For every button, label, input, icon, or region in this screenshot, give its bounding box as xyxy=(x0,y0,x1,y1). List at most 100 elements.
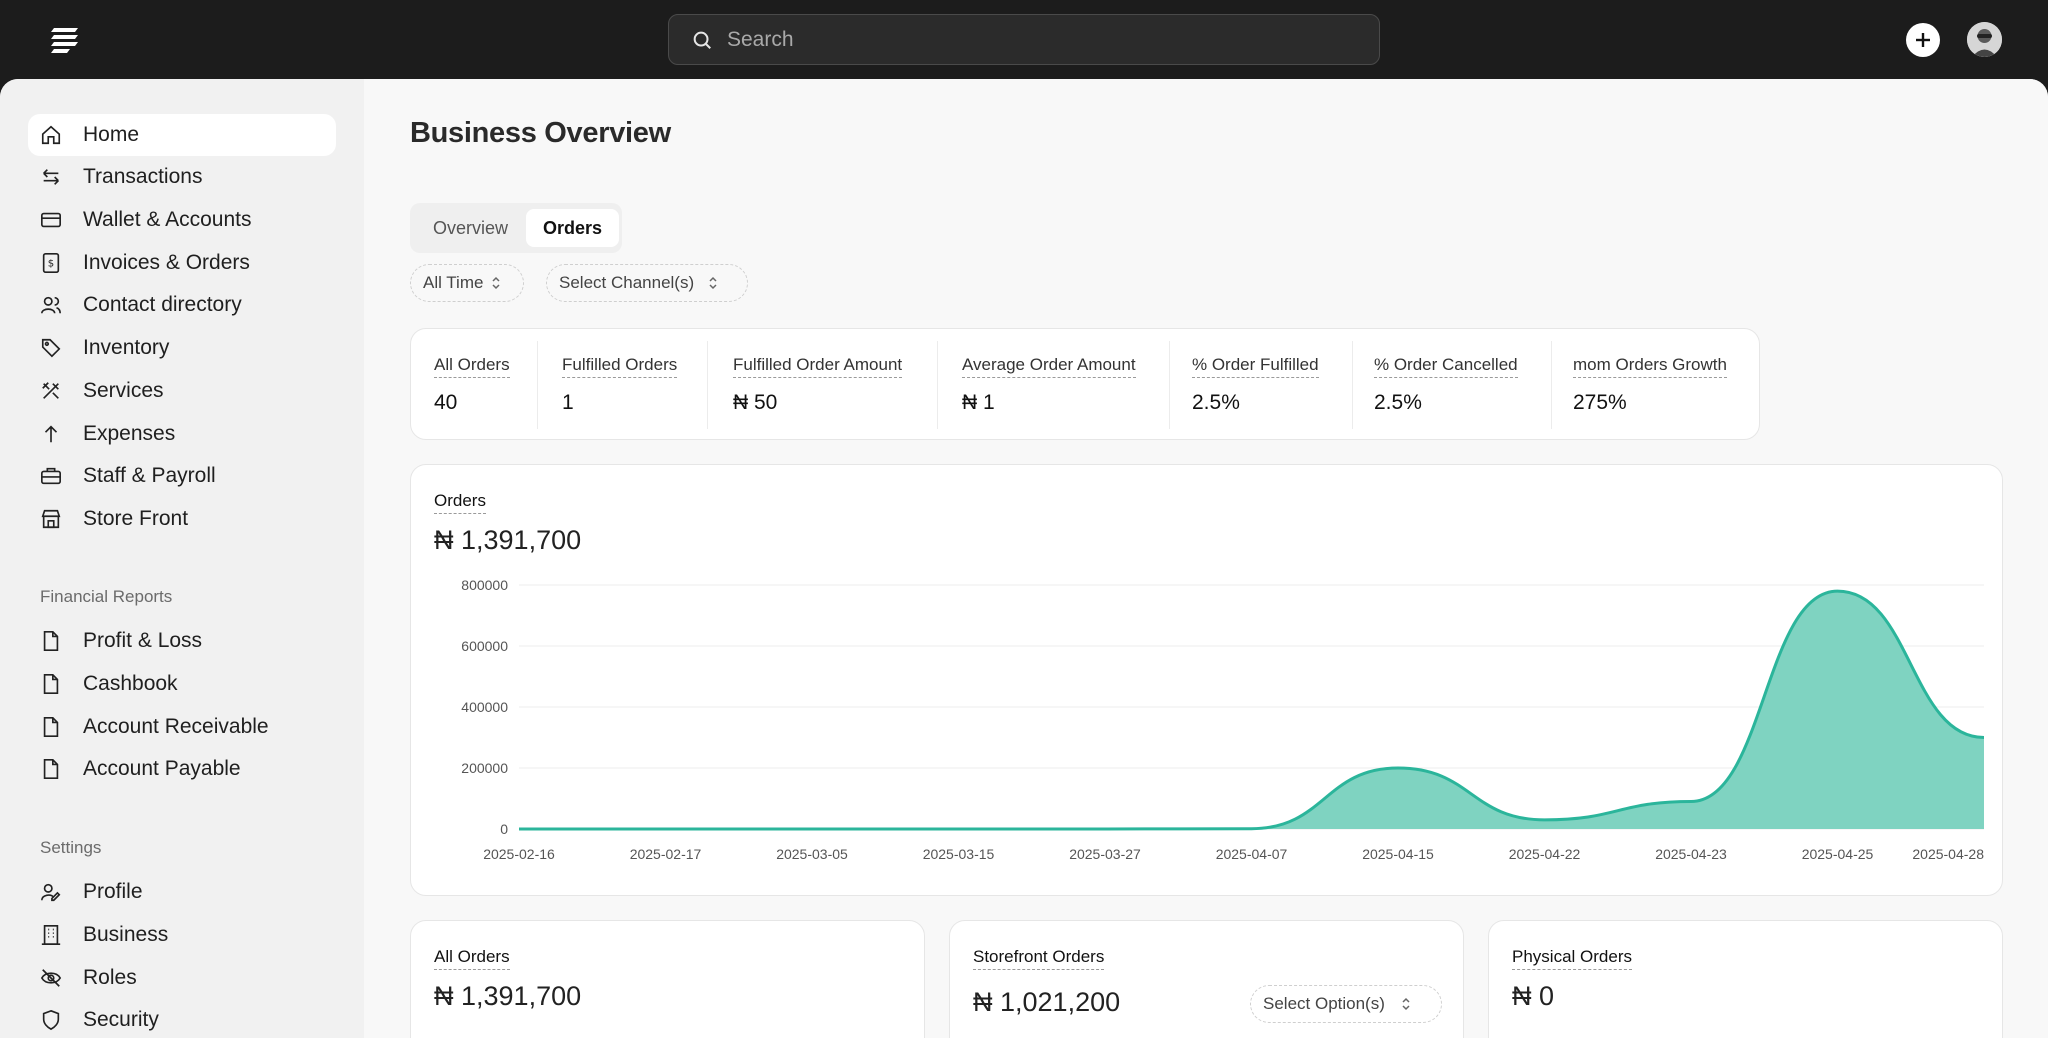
sidebar-item-services[interactable]: Services xyxy=(28,370,336,412)
orders-area-fill xyxy=(519,591,1984,829)
sidebar-item-roles[interactable]: Roles xyxy=(28,957,336,999)
arrows-icon xyxy=(39,165,63,189)
y-tick-label: 600000 xyxy=(461,638,508,654)
x-tick-label: 2025-03-05 xyxy=(776,846,848,862)
sidebar-item-label: Contact directory xyxy=(83,293,242,316)
time-filter-select[interactable]: All Time xyxy=(410,264,524,302)
sidebar-item-cashbook[interactable]: Cashbook xyxy=(28,663,336,705)
sidebar-item-expenses[interactable]: Expenses xyxy=(28,413,336,455)
x-tick-label: 2025-04-15 xyxy=(1362,846,1434,862)
sidebar-item-transactions[interactable]: Transactions xyxy=(28,156,336,198)
sidebar-item-home[interactable]: Home xyxy=(28,114,336,156)
channel-filter-select[interactable]: Select Channel(s) xyxy=(546,264,748,302)
stat-value: 40 xyxy=(434,391,458,414)
x-tick-label: 2025-02-17 xyxy=(630,846,702,862)
orders-chart-title: Orders xyxy=(434,491,486,514)
chevron-updown-icon xyxy=(709,276,717,290)
sidebar-item-label: Business xyxy=(83,923,169,946)
sidebar-item-label: Inventory xyxy=(83,336,170,359)
sidebar-item-profile[interactable]: Profile xyxy=(28,871,336,913)
sidebar-item-label: Account Receivable xyxy=(83,715,269,738)
file-icon xyxy=(39,629,63,653)
sidebar-item-label: Store Front xyxy=(83,507,189,530)
sidebar-item-label: Transactions xyxy=(83,165,203,188)
card-total: ₦ 1,391,700 xyxy=(434,981,582,1011)
sidebar-item-label: Roles xyxy=(83,966,137,989)
orders-series-line xyxy=(519,589,1985,831)
tag-icon xyxy=(39,336,63,360)
file-icon xyxy=(39,672,63,696)
sidebar-item-label: Cashbook xyxy=(83,672,178,695)
divider xyxy=(1169,341,1170,429)
eye-off-icon xyxy=(39,966,63,990)
sidebar-item-profit-loss[interactable]: Profit & Loss xyxy=(28,620,336,662)
shield-icon xyxy=(39,1008,63,1032)
sidebar-item-label: Staff & Payroll xyxy=(83,464,216,487)
stat-label: % Order Fulfilled xyxy=(1192,355,1319,378)
card-title: Storefront Orders xyxy=(973,947,1105,970)
x-tick-label: 2025-03-27 xyxy=(1069,846,1141,862)
card-icon xyxy=(39,208,63,232)
card-title: All Orders xyxy=(434,947,510,970)
stats-card: All Orders 40 Fulfilled Orders 1 Fulfill… xyxy=(410,328,1760,440)
storefront-orders-card: Storefront Orders ₦ 1,021,200 Select Opt… xyxy=(949,920,1464,1038)
sidebar-item-label: Profile xyxy=(83,880,143,903)
sidebar-item-wallet[interactable]: Wallet & Accounts xyxy=(28,199,336,241)
sidebar-item-account-payable[interactable]: Account Payable xyxy=(28,748,336,790)
card-title: Physical Orders xyxy=(1512,947,1632,970)
sidebar-item-label: Account Payable xyxy=(83,757,241,780)
file-icon xyxy=(39,715,63,739)
arrow-up-icon xyxy=(39,422,63,446)
file-icon xyxy=(39,757,63,781)
divider xyxy=(937,341,938,429)
svg-text:$: $ xyxy=(48,259,54,270)
search-input[interactable] xyxy=(727,27,1327,52)
sidebar-item-invoices[interactable]: $ Invoices & Orders xyxy=(28,242,336,284)
stat-value: 1 xyxy=(562,391,574,414)
plus-icon xyxy=(1916,33,1930,47)
card-total: ₦ 0 xyxy=(1512,981,1555,1011)
x-tick-label: 2025-02-16 xyxy=(483,846,555,862)
stat-label: Fulfilled Orders xyxy=(562,355,678,378)
orders-chart-card: Orders ₦ 1,391,700 0 200000 400000 600000 80… xyxy=(410,464,2003,896)
stat-label: Average Order Amount xyxy=(962,355,1136,378)
main-content: Business Overview Overview Orders All Ti… xyxy=(364,79,2048,1038)
avatar[interactable] xyxy=(1967,22,2002,57)
sidebar-item-account-receivable[interactable]: Account Receivable xyxy=(28,706,336,748)
chevron-updown-icon xyxy=(1402,997,1410,1011)
search-bar[interactable] xyxy=(668,14,1380,65)
search-icon xyxy=(693,31,711,49)
sidebar-item-staff[interactable]: Staff & Payroll xyxy=(28,455,336,497)
sidebar-item-inventory[interactable]: Inventory xyxy=(28,327,336,369)
sidebar-item-label: Expenses xyxy=(83,422,176,445)
sidebar-item-business[interactable]: Business xyxy=(28,914,336,956)
sidebar-item-storefront[interactable]: Store Front xyxy=(28,498,336,540)
building-icon xyxy=(39,923,63,947)
stat-value: 2.5% xyxy=(1192,391,1240,414)
x-tick-label: 2025-03-15 xyxy=(923,846,995,862)
storefront-option-select[interactable]: Select Option(s) xyxy=(1250,985,1442,1023)
stat-label: All Orders xyxy=(434,355,510,378)
tab-orders[interactable]: Orders xyxy=(526,209,620,247)
sidebar-item-label: Services xyxy=(83,379,164,402)
sidebar-item-security[interactable]: Security xyxy=(28,999,336,1038)
add-button[interactable] xyxy=(1906,23,1940,57)
app-shell: Home Transactions Wallet & Accounts $ In… xyxy=(0,79,2048,1038)
stat-value: 2.5% xyxy=(1374,391,1422,414)
storefront-option-value: Select Option(s) xyxy=(1263,994,1385,1013)
y-tick-label: 800000 xyxy=(461,577,508,593)
physical-orders-card: Physical Orders ₦ 0 xyxy=(1488,920,2003,1038)
stat-value: ₦ 50 xyxy=(733,391,778,414)
sidebar-item-contacts[interactable]: Contact directory xyxy=(28,284,336,326)
settings-heading: Settings xyxy=(40,838,102,857)
channel-filter-value: Select Channel(s) xyxy=(559,273,695,292)
sidebar-item-label: Profit & Loss xyxy=(83,629,203,652)
stat-value: ₦ 1 xyxy=(962,391,995,414)
user-pen-icon xyxy=(39,880,63,904)
tab-overview[interactable]: Overview xyxy=(433,217,509,238)
receipt-icon: $ xyxy=(39,251,63,275)
y-tick-label: 200000 xyxy=(461,760,508,776)
time-filter-value: All Time xyxy=(423,273,484,292)
app-logo-icon[interactable] xyxy=(48,22,84,56)
tools-icon xyxy=(39,379,63,403)
